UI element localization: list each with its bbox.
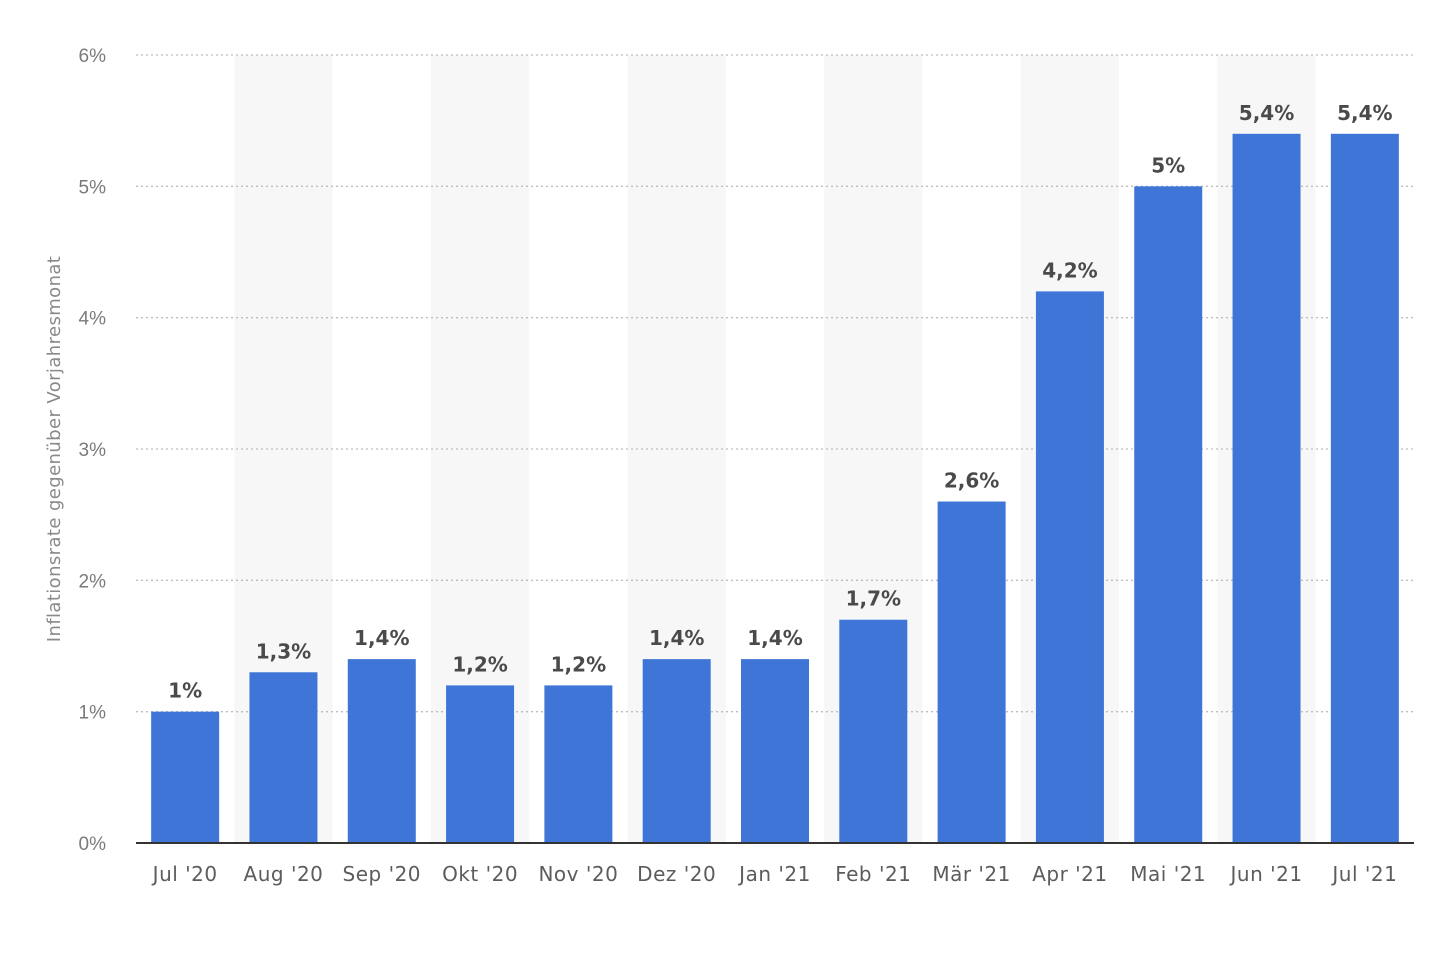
y-tick-label: 4% <box>79 309 107 330</box>
data-label: 1% <box>168 679 202 703</box>
bars <box>151 133 1399 844</box>
x-tick-label: Jun '21 <box>1229 862 1303 886</box>
x-tick-label: Okt '20 <box>442 862 518 886</box>
data-label: 5,4% <box>1239 101 1294 125</box>
bar[interactable] <box>446 685 515 843</box>
data-label: 2,6% <box>944 469 999 493</box>
y-tick-label: 2% <box>79 571 107 592</box>
x-tick-label: Sep '20 <box>343 862 422 886</box>
bar[interactable] <box>347 659 416 843</box>
data-label: 1,3% <box>256 639 311 663</box>
x-tick-label: Apr '21 <box>1032 862 1107 886</box>
y-axis-ticks: 0% 1% 2% 3% 4% 5% 6% <box>79 46 107 855</box>
x-axis-categories: Jul '20 Aug '20 Sep '20 Okt '20 Nov '20 Dez '… <box>151 862 1397 886</box>
data-label: 5% <box>1151 153 1185 177</box>
y-axis-title: Inflationsrate gegenüber Vorjahresmonat <box>44 256 65 643</box>
x-tick-label: Feb '21 <box>835 862 911 886</box>
data-labels: 1% 1,3% 1,4% 1,2% 1,2% 1,4% 1,4% 1,7% 2,6% 4,2% 5%… <box>168 101 1392 703</box>
data-label: 1,4% <box>649 626 704 650</box>
data-label: 1,4% <box>747 626 802 650</box>
data-label: 1,4% <box>354 626 409 650</box>
bar[interactable] <box>544 685 613 843</box>
bar[interactable] <box>1134 186 1203 844</box>
y-tick-label: 3% <box>79 440 107 461</box>
bar[interactable] <box>937 501 1006 843</box>
y-tick-label: 5% <box>79 177 107 198</box>
x-tick-label: Nov '20 <box>538 862 618 886</box>
data-label: 1,7% <box>846 587 901 611</box>
bar[interactable] <box>249 672 318 843</box>
data-label: 4,2% <box>1042 258 1097 282</box>
x-tick-label: Jul '20 <box>151 862 218 886</box>
bar[interactable] <box>1232 133 1301 844</box>
bar[interactable] <box>151 711 220 843</box>
bar[interactable] <box>741 659 809 843</box>
data-label: 1,2% <box>452 652 507 676</box>
data-label: 5,4% <box>1337 101 1392 125</box>
x-tick-label: Mai '21 <box>1130 862 1206 886</box>
x-tick-label: Jan '21 <box>737 862 811 886</box>
bar[interactable] <box>839 619 908 843</box>
y-tick-label: 0% <box>79 834 107 855</box>
y-tick-label: 1% <box>79 703 107 724</box>
x-tick-label: Jul '21 <box>1330 862 1397 886</box>
x-tick-label: Mär '21 <box>932 862 1011 886</box>
x-tick-label: Dez '20 <box>637 862 716 886</box>
bar[interactable] <box>1330 133 1399 844</box>
x-tick-label: Aug '20 <box>244 862 324 886</box>
data-label: 1,2% <box>551 652 606 676</box>
y-tick-label: 6% <box>79 46 107 67</box>
bar[interactable] <box>642 659 711 843</box>
bar[interactable] <box>1035 291 1104 843</box>
